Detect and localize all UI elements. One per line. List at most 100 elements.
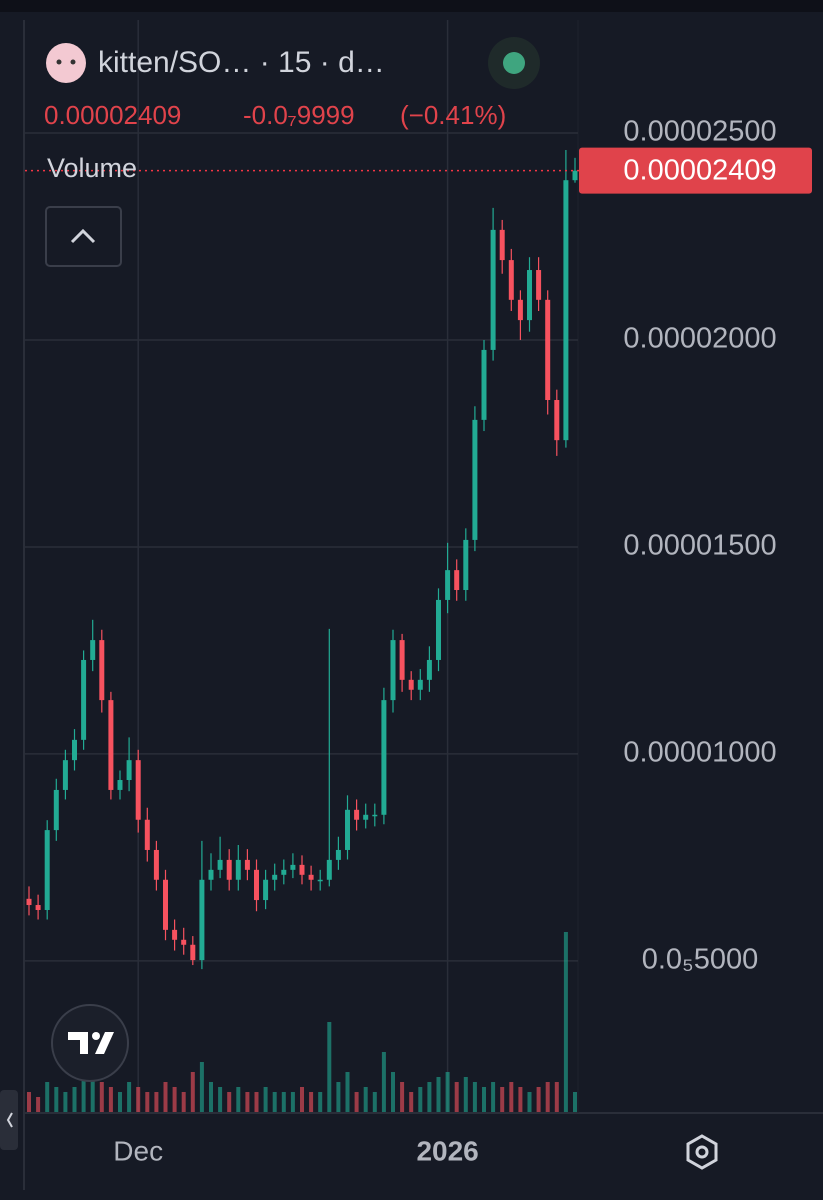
candle-body	[308, 874, 314, 880]
volume-bar	[573, 1092, 577, 1112]
candle-body	[281, 869, 287, 875]
logo-eye	[56, 59, 62, 65]
volume-bar	[345, 1072, 350, 1112]
volume-bar	[99, 1082, 104, 1112]
status-dot	[503, 52, 525, 74]
volume-bar	[363, 1087, 368, 1112]
candle-body	[490, 229, 496, 350]
candle-body	[545, 299, 551, 401]
volume-label: Volume	[47, 153, 137, 183]
volume-bar	[108, 1087, 113, 1112]
candle-body	[326, 859, 332, 880]
volume-bar	[54, 1087, 59, 1112]
candle-body	[572, 170, 578, 181]
collapse-button[interactable]	[45, 206, 122, 267]
candle-body	[290, 864, 296, 870]
candle-body	[399, 640, 405, 680]
candle-body	[44, 830, 50, 910]
volume-bar	[318, 1092, 323, 1112]
volume-bar	[236, 1087, 241, 1112]
candle-body	[299, 864, 305, 875]
candle-body	[517, 299, 523, 321]
volume-bar	[463, 1077, 468, 1112]
candle-body	[436, 599, 441, 660]
candle-body	[254, 869, 259, 901]
volume-bar	[272, 1092, 277, 1112]
candle-body	[536, 270, 542, 300]
volume-bar	[281, 1092, 286, 1112]
candle-body	[472, 419, 478, 540]
top-strip	[0, 0, 823, 12]
candle-body	[190, 944, 196, 961]
volume-bar	[154, 1092, 159, 1112]
volume-bar	[409, 1092, 414, 1112]
volume-bar	[563, 932, 568, 1112]
candle-body	[35, 905, 41, 910]
volume-bar	[245, 1092, 250, 1112]
settings-icon[interactable]	[686, 1134, 718, 1170]
candle-body	[381, 700, 387, 815]
candle-body	[181, 939, 187, 945]
volume-bar	[127, 1082, 132, 1112]
plot	[25, 20, 579, 1113]
volume-bar	[554, 1082, 559, 1112]
candle-body	[153, 849, 159, 880]
candle-body	[53, 789, 59, 831]
candle-body	[317, 879, 323, 882]
settings-icon-center	[695, 1145, 709, 1159]
volume-bar	[90, 1077, 95, 1112]
candle-body	[390, 640, 396, 701]
volume-bar	[72, 1087, 77, 1112]
candle-body	[408, 679, 414, 690]
candle-body	[172, 929, 178, 940]
candle-body	[563, 180, 569, 441]
volume-bar	[545, 1082, 550, 1112]
candle-body	[445, 570, 451, 600]
candle-body	[335, 849, 341, 860]
candle-body	[354, 809, 360, 820]
volume-bar	[81, 1072, 86, 1112]
volume-bar	[300, 1087, 304, 1112]
candle-body	[235, 859, 241, 880]
volume-bar	[27, 1092, 31, 1112]
header-price: 0.00002409	[44, 100, 181, 130]
candle-body	[454, 570, 460, 591]
volume-bar	[45, 1082, 50, 1112]
candle-body	[81, 659, 87, 740]
candle-body	[527, 270, 532, 321]
candle-body	[26, 898, 32, 906]
volume-bar	[290, 1092, 295, 1112]
volume-bar	[536, 1087, 541, 1112]
candle-body	[126, 760, 132, 781]
tv-logo[interactable]	[51, 1004, 129, 1082]
x-tick-label: Dec	[113, 1135, 163, 1166]
volume-bar	[181, 1092, 186, 1112]
y-tick-label: 0.00001000	[623, 737, 776, 769]
volume-bar	[63, 1092, 68, 1112]
volume-bar	[309, 1092, 314, 1112]
volume-bar	[527, 1092, 532, 1112]
volume-bar	[354, 1092, 359, 1112]
header-change: -0.0₇9999	[243, 100, 355, 130]
candle-body	[108, 700, 114, 790]
volume-bar	[391, 1072, 395, 1112]
candle-body	[117, 780, 123, 790]
candle-body	[226, 859, 232, 880]
candle-body	[208, 869, 214, 880]
candle-body	[499, 229, 505, 261]
tv-logo-dot	[92, 1032, 100, 1040]
symbol[interactable]: kitten/SO… · 15 · d…	[98, 46, 385, 79]
y-tick-label: 0.0₅5000	[642, 944, 759, 976]
candle-body	[199, 879, 205, 961]
candle-body	[481, 349, 487, 420]
candle-body	[144, 819, 150, 850]
side-tab-arrow	[6, 1112, 13, 1128]
candle-body	[72, 739, 77, 761]
last-price-label: 0.00002409	[623, 154, 776, 186]
volume-bar	[336, 1082, 341, 1112]
last-price-box	[579, 147, 812, 194]
y-tick-label: 0.00002000	[623, 323, 776, 355]
volume-bar	[172, 1087, 177, 1112]
